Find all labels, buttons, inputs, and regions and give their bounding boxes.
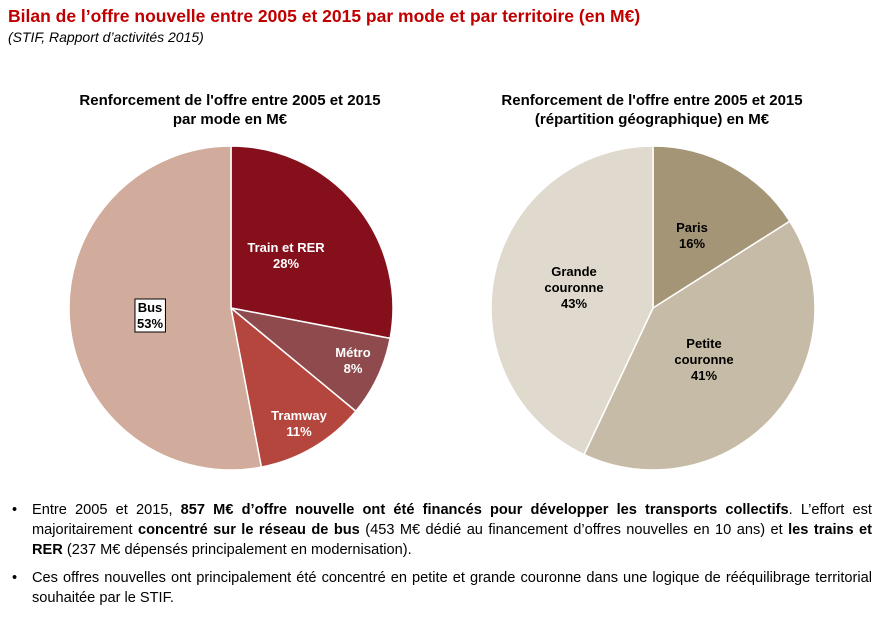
commentary-text: Ces offres nouvelles ont principalement … <box>32 570 872 606</box>
commentary-item: • Ces offres nouvelles ont principalement… <box>10 568 872 608</box>
slice-label-grande-couronne: Grande couronne 43% <box>544 264 603 311</box>
pie-chart-territory: Paris 16% Petite couronne 41% Grande couronne 4… <box>490 145 816 471</box>
slice-label-petite-couronne: Petite couronne 41% <box>674 336 733 383</box>
pie-slice-tramway <box>229 306 357 469</box>
bullet-marker: • <box>12 502 18 518</box>
chart-title-mode: Renforcement de l'offre entre 2005 et 20… <box>10 91 450 129</box>
pie-chart-mode: Train et RER 28% Métro 8% Tramway 11% Bus 53% <box>68 145 394 471</box>
commentary-emphasis: 857 M€ d’offre nouvelle ont été financés… <box>180 502 789 518</box>
source-note: (STIF, Rapport d’activités 2015) <box>8 29 204 45</box>
commentary-list: • Entre 2005 et 2015, 857 M€ d’offre nouv… <box>10 500 872 616</box>
pie-charts: Train et RER 28% Métro 8% Tramway 11% Bus 53% P… <box>68 145 816 471</box>
chart-title-line: par mode en M€ <box>172 111 288 128</box>
slice-label-paris: Paris 16% <box>676 220 708 251</box>
chart-title-territory: Renforcement de l'offre entre 2005 et 20… <box>432 91 872 129</box>
commentary-text: Entre 2005 et 2015, <box>32 502 181 518</box>
slice-label-metro: Métro 8% <box>335 345 370 376</box>
pie-slice-grande-couronne <box>490 145 654 456</box>
pie-slice-paris <box>652 145 791 310</box>
pie-slice-petite-couronne <box>583 220 816 471</box>
pie-slice-train-et-rer <box>230 145 394 340</box>
commentary-emphasis: les trains et RER <box>32 522 872 558</box>
chart-title-line: Renforcement de l'offre entre 2005 et 20… <box>79 92 381 109</box>
bullet-marker: • <box>12 570 18 586</box>
commentary-emphasis: concentré sur le réseau de bus <box>138 522 360 538</box>
slice-label-bus: Bus 53% <box>137 300 163 331</box>
chart-title-line: Renforcement de l'offre entre 2005 et 20… <box>501 92 803 109</box>
commentary-text: (453 M€ dédié au financement d’offres no… <box>359 522 789 538</box>
slice-label-box <box>134 298 166 333</box>
slice-label-tramway: Tramway 11% <box>271 408 327 439</box>
commentary-text: . L’effort est majoritairement <box>32 502 872 538</box>
commentary-item: • Entre 2005 et 2015, 857 M€ d’offre nouv… <box>10 500 872 560</box>
slice-label-train-et-rer: Train et RER 28% <box>247 240 325 271</box>
page-title: Bilan de l’offre nouvelle entre 2005 et … <box>8 6 641 26</box>
chart-title-line: (répartition géographique) en M€ <box>534 111 770 128</box>
commentary-text: (237 M€ dépensés principalement en moder… <box>62 542 412 558</box>
